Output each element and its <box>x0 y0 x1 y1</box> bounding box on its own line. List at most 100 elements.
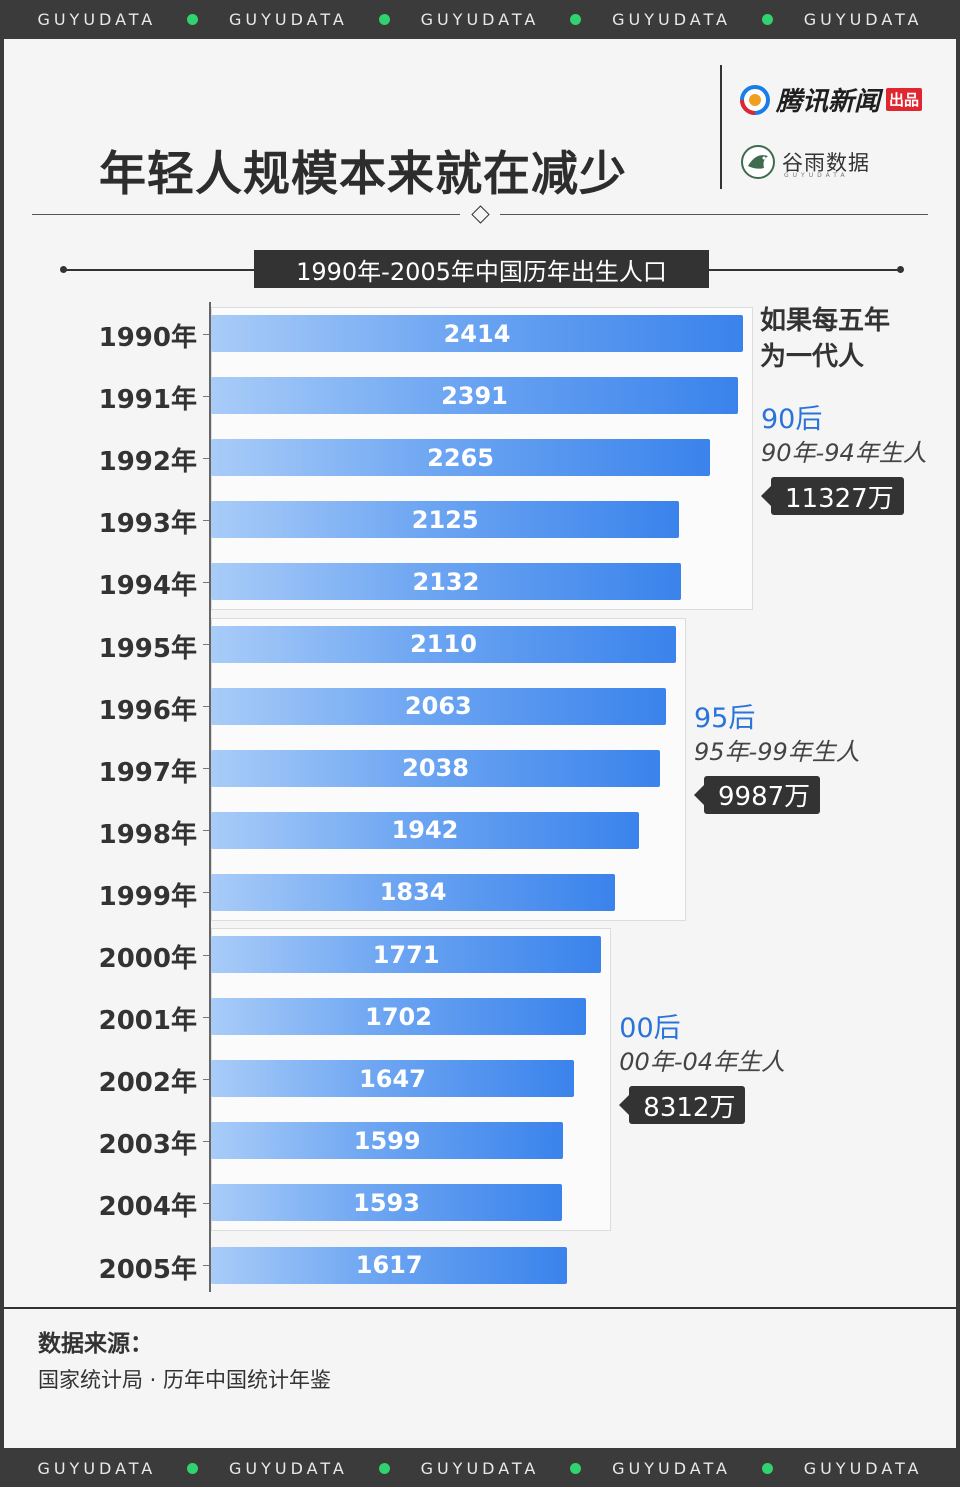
brand-word: GUYUDATA <box>420 1458 540 1478</box>
green-dot-icon <box>187 13 199 25</box>
data-label: 2265 <box>427 443 494 472</box>
y-tick-label: 2002年 <box>98 1068 197 1099</box>
y-tick-label: 1990年 <box>98 323 197 353</box>
bar: 2391 <box>211 377 738 415</box>
data-label: 1942 <box>391 816 459 845</box>
y-tick-label: 1995年 <box>98 633 197 664</box>
y-tick <box>203 395 209 397</box>
y-tick-label: 1992年 <box>98 447 197 478</box>
generation-name: 00后 <box>619 1013 681 1044</box>
logo-secondary-text: 谷雨数据 <box>782 151 870 175</box>
bar: 1771 <box>211 936 602 973</box>
y-tick <box>203 1202 209 1204</box>
logo-primary-text: 腾讯新闻 <box>776 87 881 117</box>
data-label: 1593 <box>353 1188 420 1217</box>
y-tick <box>203 1016 209 1018</box>
data-label: 1647 <box>359 1064 426 1093</box>
guyu-data-logo: 谷雨数据 GUYUDATA <box>740 144 870 180</box>
data-label: 2063 <box>404 692 472 721</box>
y-tick <box>203 768 209 770</box>
green-dot-icon <box>187 1462 199 1474</box>
brand-word: GUYUDATA <box>420 9 540 29</box>
y-tick-label: 2005年 <box>98 1254 197 1285</box>
brand-word: GUYUDATA <box>803 9 923 29</box>
subtitle-rule-left <box>64 269 254 271</box>
header-divider <box>720 65 722 189</box>
tencent-news-logo: 腾讯新闻 出品 <box>740 81 923 118</box>
brand-strip-top: GUYUDATA GUYUDATA GUYUDATA GUYUDATA GUYU… <box>0 0 960 38</box>
tencent-news-icon <box>740 84 770 115</box>
y-tick-label: 1994年 <box>98 571 197 602</box>
data-label: 1617 <box>355 1251 423 1279</box>
logo-secondary-sub: GUYUDATA <box>784 172 849 179</box>
bar: 2414 <box>211 315 743 352</box>
brand-word: GUYUDATA <box>612 9 731 29</box>
data-label: 1702 <box>365 1002 432 1031</box>
y-tick-label: 1998年 <box>98 819 197 850</box>
bar: 2038 <box>211 749 661 787</box>
generation-range: 00年-04年生人 <box>619 1048 786 1076</box>
brand-word: GUYUDATA <box>229 9 348 29</box>
logo-primary-badge: 出品 <box>886 88 923 111</box>
data-label: 2038 <box>402 754 469 783</box>
header-rule-right <box>500 214 928 215</box>
y-tick <box>203 457 209 459</box>
bar: 1647 <box>211 1060 574 1098</box>
generation-name: 90后 <box>761 404 823 436</box>
y-tick-label: 1997年 <box>98 757 197 788</box>
y-tick <box>203 954 209 956</box>
y-tick <box>203 892 209 894</box>
data-label: 2132 <box>412 567 480 596</box>
y-tick <box>203 581 209 583</box>
generation-total-badge: 9987万 <box>693 775 821 814</box>
y-tick-label: 2000年 <box>98 944 197 974</box>
bar: 2125 <box>211 501 680 539</box>
bar: 1942 <box>211 811 639 849</box>
green-dot-icon <box>378 1462 390 1474</box>
green-dot-icon <box>761 13 773 25</box>
brand-word: GUYUDATA <box>37 9 157 29</box>
green-dot-icon <box>378 13 390 25</box>
bar: 1593 <box>211 1184 563 1222</box>
data-label: 2391 <box>441 381 508 410</box>
page-title: 年轻人规模本来就在减少 <box>99 147 627 202</box>
data-label: 1834 <box>379 878 447 907</box>
y-tick <box>203 1265 209 1266</box>
header-rule-left <box>32 214 460 215</box>
brand-strip-bottom: GUYUDATA GUYUDATA GUYUDATA GUYUDATA GUYU… <box>0 1449 960 1487</box>
y-tick <box>203 644 209 645</box>
y-tick <box>203 519 209 521</box>
data-label: 1771 <box>372 940 440 969</box>
infographic-card: 年轻人规模本来就在减少 腾讯新闻 出品 谷雨数据 GUYUDATA 1990年-… <box>4 39 956 1448</box>
bar: 2110 <box>211 625 676 663</box>
y-tick-label: 1999年 <box>98 881 197 912</box>
subtitle-dot-right <box>897 266 904 273</box>
green-dot-icon <box>570 13 582 25</box>
bar: 1599 <box>211 1122 564 1160</box>
y-axis-line <box>209 302 211 1292</box>
brand-word: GUYUDATA <box>803 1458 923 1478</box>
generation-range: 90年-94年生人 <box>761 439 927 468</box>
source-text: 国家统计局 · 历年中国统计年鉴 <box>38 1368 332 1392</box>
subtitle-dot-left <box>60 266 67 273</box>
bar: 1617 <box>211 1246 568 1284</box>
bar: 2132 <box>211 563 681 601</box>
bar: 2265 <box>211 439 711 477</box>
source-label: 数据来源： <box>38 1331 153 1357</box>
y-tick-label: 1991年 <box>98 385 197 416</box>
note-line: 如果每五年 <box>760 306 891 336</box>
green-dot-icon <box>761 1462 773 1474</box>
y-tick-label: 2004年 <box>98 1192 197 1223</box>
data-label: 2414 <box>443 319 511 348</box>
generation-total-badge: 8312万 <box>619 1086 746 1124</box>
y-tick-label: 2001年 <box>98 1006 197 1037</box>
brand-word: GUYUDATA <box>229 1458 348 1478</box>
data-label: 2110 <box>410 630 477 658</box>
subtitle-rule-right <box>709 269 899 271</box>
brand-word: GUYUDATA <box>612 1458 731 1478</box>
generation-name: 95后 <box>694 702 756 734</box>
chart-title: 1990年-2005年中国历年出生人口 <box>254 250 709 288</box>
note-line: 为一代人 <box>760 342 865 372</box>
generation-note: 如果每五年 为一代人 <box>760 303 890 375</box>
bar: 1702 <box>211 998 587 1036</box>
